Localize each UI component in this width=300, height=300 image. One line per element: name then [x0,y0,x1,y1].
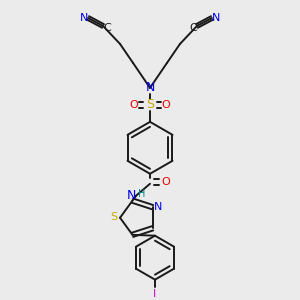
Text: H: H [138,189,146,199]
Text: O: O [130,100,138,110]
Text: N: N [212,13,220,23]
Text: S: S [110,212,118,222]
Text: N: N [80,13,88,23]
Text: C: C [103,23,111,33]
Text: N: N [126,189,136,202]
Text: N: N [145,81,155,94]
Text: N: N [154,202,163,212]
Text: S: S [146,98,154,111]
Text: O: O [162,100,170,110]
Text: O: O [162,177,170,187]
Text: I: I [153,289,157,298]
Text: C: C [189,23,197,33]
